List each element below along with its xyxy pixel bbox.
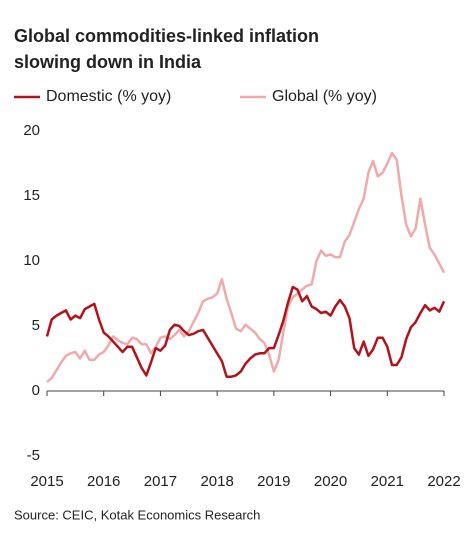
data-line: [45, 285, 446, 378]
legend-label: Global (% yoy): [272, 88, 377, 105]
data-line: [46, 151, 446, 383]
x-tick-label: 2015: [30, 473, 63, 490]
y-tick-label: 10: [23, 252, 40, 269]
chart-title: Global commodities-linked inflation: [14, 26, 319, 46]
x-tick-label: 2021: [371, 473, 404, 490]
y-tick-label: 20: [23, 122, 40, 139]
y-tick-label: -5: [27, 447, 40, 464]
y-tick-label: 5: [32, 317, 40, 334]
source-note: Source: CEIC, Kotak Economics Research: [14, 507, 260, 522]
x-tick-label: 2018: [200, 473, 233, 490]
x-tick-label: 2017: [144, 473, 177, 490]
x-tick-label: 2016: [87, 473, 120, 490]
x-tick-label: 2019: [257, 473, 290, 490]
y-tick-label: 0: [32, 382, 40, 399]
x-tick-label: 2022: [427, 473, 460, 490]
chart-title: slowing down in India: [14, 52, 202, 72]
x-tick-label: 2020: [314, 473, 347, 490]
legend-label: Domestic (% yoy): [46, 88, 171, 105]
y-tick-label: 15: [23, 187, 40, 204]
